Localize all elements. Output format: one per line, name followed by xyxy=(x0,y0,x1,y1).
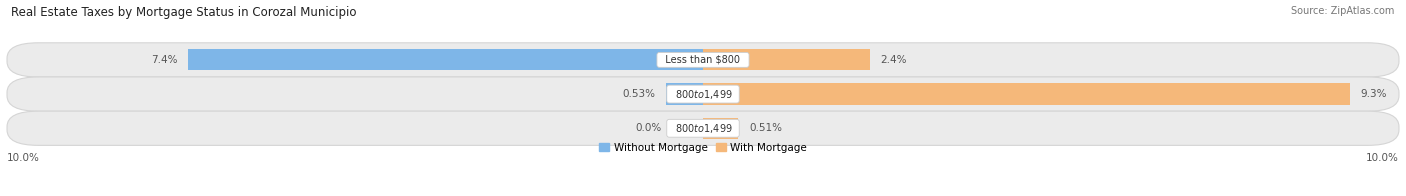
Text: 0.0%: 0.0% xyxy=(636,123,661,133)
Text: 10.0%: 10.0% xyxy=(7,153,39,163)
Text: 9.3%: 9.3% xyxy=(1361,89,1388,99)
Bar xyxy=(703,118,738,139)
Bar xyxy=(188,49,703,71)
Text: Less than $800: Less than $800 xyxy=(659,55,747,65)
Text: 7.4%: 7.4% xyxy=(150,55,177,65)
Bar xyxy=(666,83,703,105)
Text: $800 to $1,499: $800 to $1,499 xyxy=(669,122,737,135)
Text: Source: ZipAtlas.com: Source: ZipAtlas.com xyxy=(1291,6,1395,16)
Text: $800 to $1,499: $800 to $1,499 xyxy=(669,88,737,101)
Text: 0.53%: 0.53% xyxy=(623,89,655,99)
Text: 10.0%: 10.0% xyxy=(1367,153,1399,163)
Text: 0.51%: 0.51% xyxy=(749,123,782,133)
Text: 2.4%: 2.4% xyxy=(880,55,907,65)
Bar xyxy=(703,83,1350,105)
FancyBboxPatch shape xyxy=(7,43,1399,77)
Text: Real Estate Taxes by Mortgage Status in Corozal Municipio: Real Estate Taxes by Mortgage Status in … xyxy=(11,6,357,19)
Legend: Without Mortgage, With Mortgage: Without Mortgage, With Mortgage xyxy=(595,139,811,157)
Bar xyxy=(703,49,870,71)
FancyBboxPatch shape xyxy=(7,77,1399,111)
FancyBboxPatch shape xyxy=(7,111,1399,145)
